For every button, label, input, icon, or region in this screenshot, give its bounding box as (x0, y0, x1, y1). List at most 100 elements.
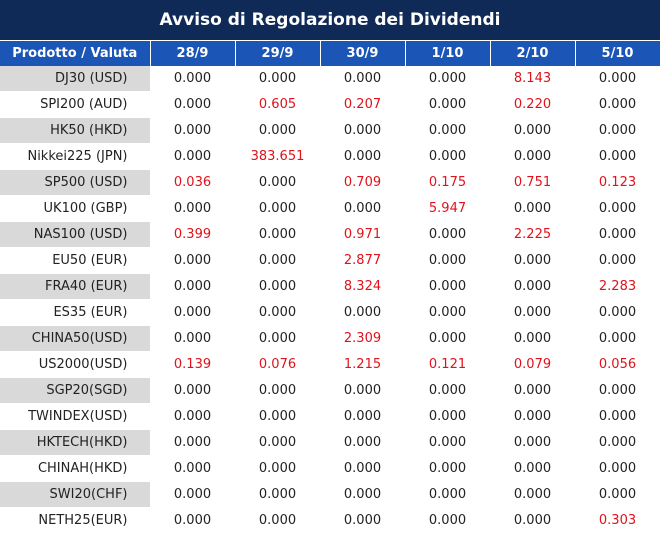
value-cell: 0.000 (490, 143, 576, 170)
value-cell: 8.324 (320, 273, 406, 300)
value-cell: 0.000 (320, 195, 406, 222)
value-cell: 0.605 (235, 91, 321, 118)
value-cell: 383.651 (235, 143, 321, 170)
value-cell: 0.000 (405, 507, 491, 534)
value-cell: 0.000 (490, 195, 576, 222)
value-cell: 0.000 (575, 481, 660, 508)
value-cell: 0.000 (320, 66, 406, 92)
value-cell: 0.399 (150, 221, 236, 248)
product-cell: UK100 (GBP) (0, 195, 151, 222)
value-cell: 0.000 (490, 455, 576, 482)
value-cell: 0.000 (405, 66, 491, 92)
product-cell: US2000(USD) (0, 351, 151, 378)
value-cell: 0.000 (490, 299, 576, 326)
table-row: EU50 (EUR) 0.000 0.000 2.877 0.000 0.000 0.000 (0, 247, 660, 274)
value-cell: 0.709 (320, 169, 406, 196)
value-cell: 0.000 (490, 377, 576, 404)
value-cell: 0.000 (575, 403, 660, 430)
value-cell: 0.000 (575, 247, 660, 274)
table-row: TWINDEX(USD) 0.000 0.000 0.000 0.000 0.000 0.0… (0, 403, 660, 430)
table-row: HK50 (HKD) 0.000 0.000 0.000 0.000 0.000 0.000 (0, 117, 660, 144)
value-cell: 0.000 (575, 195, 660, 222)
value-cell: 0.121 (405, 351, 491, 378)
value-cell: 0.000 (490, 117, 576, 144)
product-cell: ES35 (EUR) (0, 299, 151, 326)
value-cell: 0.000 (150, 91, 236, 118)
value-cell: 0.000 (235, 247, 321, 274)
value-cell: 0.220 (490, 91, 576, 118)
value-cell: 0.000 (575, 299, 660, 326)
table-row: UK100 (GBP) 0.000 0.000 0.000 5.947 0.000 0.00… (0, 195, 660, 222)
value-cell: 0.000 (320, 117, 406, 144)
value-cell: 0.000 (150, 403, 236, 430)
dividend-table: Prodotto / Valuta 28/9 29/9 30/9 1/10 2/… (0, 41, 660, 534)
value-cell: 0.000 (575, 143, 660, 170)
value-cell: 0.000 (405, 273, 491, 300)
value-cell: 0.000 (150, 299, 236, 326)
value-cell: 0.000 (575, 117, 660, 144)
value-cell: 0.000 (150, 429, 236, 456)
value-cell: 0.000 (405, 299, 491, 326)
product-cell: SP500 (USD) (0, 169, 151, 196)
product-cell: FRA40 (EUR) (0, 273, 151, 300)
value-cell: 0.000 (490, 403, 576, 430)
value-cell: 0.000 (320, 403, 406, 430)
value-cell: 0.000 (490, 507, 576, 534)
value-cell: 0.000 (150, 143, 236, 170)
product-cell: EU50 (EUR) (0, 247, 151, 274)
value-cell: 0.000 (150, 195, 236, 222)
value-cell: 0.076 (235, 351, 321, 378)
value-cell: 0.139 (150, 351, 236, 378)
value-cell: 0.000 (575, 91, 660, 118)
product-cell: CHINA50(USD) (0, 325, 151, 352)
table-row: ES35 (EUR) 0.000 0.000 0.000 0.000 0.000 0.000 (0, 299, 660, 326)
value-cell: 0.000 (575, 377, 660, 404)
value-cell: 0.000 (235, 455, 321, 482)
value-cell: 5.947 (405, 195, 491, 222)
product-cell: Nikkei225 (JPN) (0, 143, 151, 170)
header-date: 2/10 (490, 41, 576, 66)
table-row: Nikkei225 (JPN) 0.000 383.651 0.000 0.000 0.0… (0, 143, 660, 170)
value-cell: 0.175 (405, 169, 491, 196)
header-product: Prodotto / Valuta (0, 41, 151, 66)
header-date: 30/9 (320, 41, 406, 66)
value-cell: 0.000 (150, 66, 236, 92)
value-cell: 0.000 (490, 325, 576, 352)
value-cell: 8.143 (490, 66, 576, 92)
header-row: Prodotto / Valuta 28/9 29/9 30/9 1/10 2/… (0, 41, 660, 66)
product-cell: SWI20(CHF) (0, 481, 151, 508)
value-cell: 0.000 (490, 247, 576, 274)
value-cell: 0.000 (575, 325, 660, 352)
value-cell: 2.877 (320, 247, 406, 274)
value-cell: 0.000 (235, 403, 321, 430)
value-cell: 0.000 (405, 429, 491, 456)
value-cell: 0.000 (490, 273, 576, 300)
table-row: HKTECH(HKD) 0.000 0.000 0.000 0.000 0.000 0.00… (0, 429, 660, 456)
value-cell: 0.056 (575, 351, 660, 378)
value-cell: 0.971 (320, 221, 406, 248)
header-date: 28/9 (150, 41, 236, 66)
value-cell: 0.000 (150, 325, 236, 352)
value-cell: 0.000 (575, 429, 660, 456)
value-cell: 0.000 (575, 221, 660, 248)
value-cell: 0.000 (320, 455, 406, 482)
value-cell: 0.000 (150, 273, 236, 300)
header-date: 5/10 (575, 41, 660, 66)
value-cell: 0.000 (235, 221, 321, 248)
table-row: SWI20(CHF) 0.000 0.000 0.000 0.000 0.000 0.000 (0, 481, 660, 508)
value-cell: 0.000 (235, 325, 321, 352)
product-cell: CHINAH(HKD) (0, 455, 151, 482)
value-cell: 0.123 (575, 169, 660, 196)
value-cell: 0.000 (320, 507, 406, 534)
table-row: SGP20(SGD) 0.000 0.000 0.000 0.000 0.000 0.000 (0, 377, 660, 404)
table-row: US2000(USD) 0.139 0.076 1.215 0.121 0.079 0.05… (0, 351, 660, 378)
table-row: SPI200 (AUD) 0.000 0.605 0.207 0.000 0.220 0.0… (0, 91, 660, 118)
table-row: SP500 (USD) 0.036 0.000 0.709 0.175 0.751 0.12… (0, 169, 660, 196)
table-row: FRA40 (EUR) 0.000 0.000 8.324 0.000 0.000 2.28… (0, 273, 660, 300)
value-cell: 0.000 (405, 377, 491, 404)
table-row: DJ30 (USD) 0.000 0.000 0.000 0.000 8.143 0.000 (0, 66, 660, 92)
value-cell: 0.000 (405, 91, 491, 118)
value-cell: 0.000 (235, 377, 321, 404)
table-row: NETH25(EUR) 0.000 0.000 0.000 0.000 0.000 0.30… (0, 507, 660, 534)
